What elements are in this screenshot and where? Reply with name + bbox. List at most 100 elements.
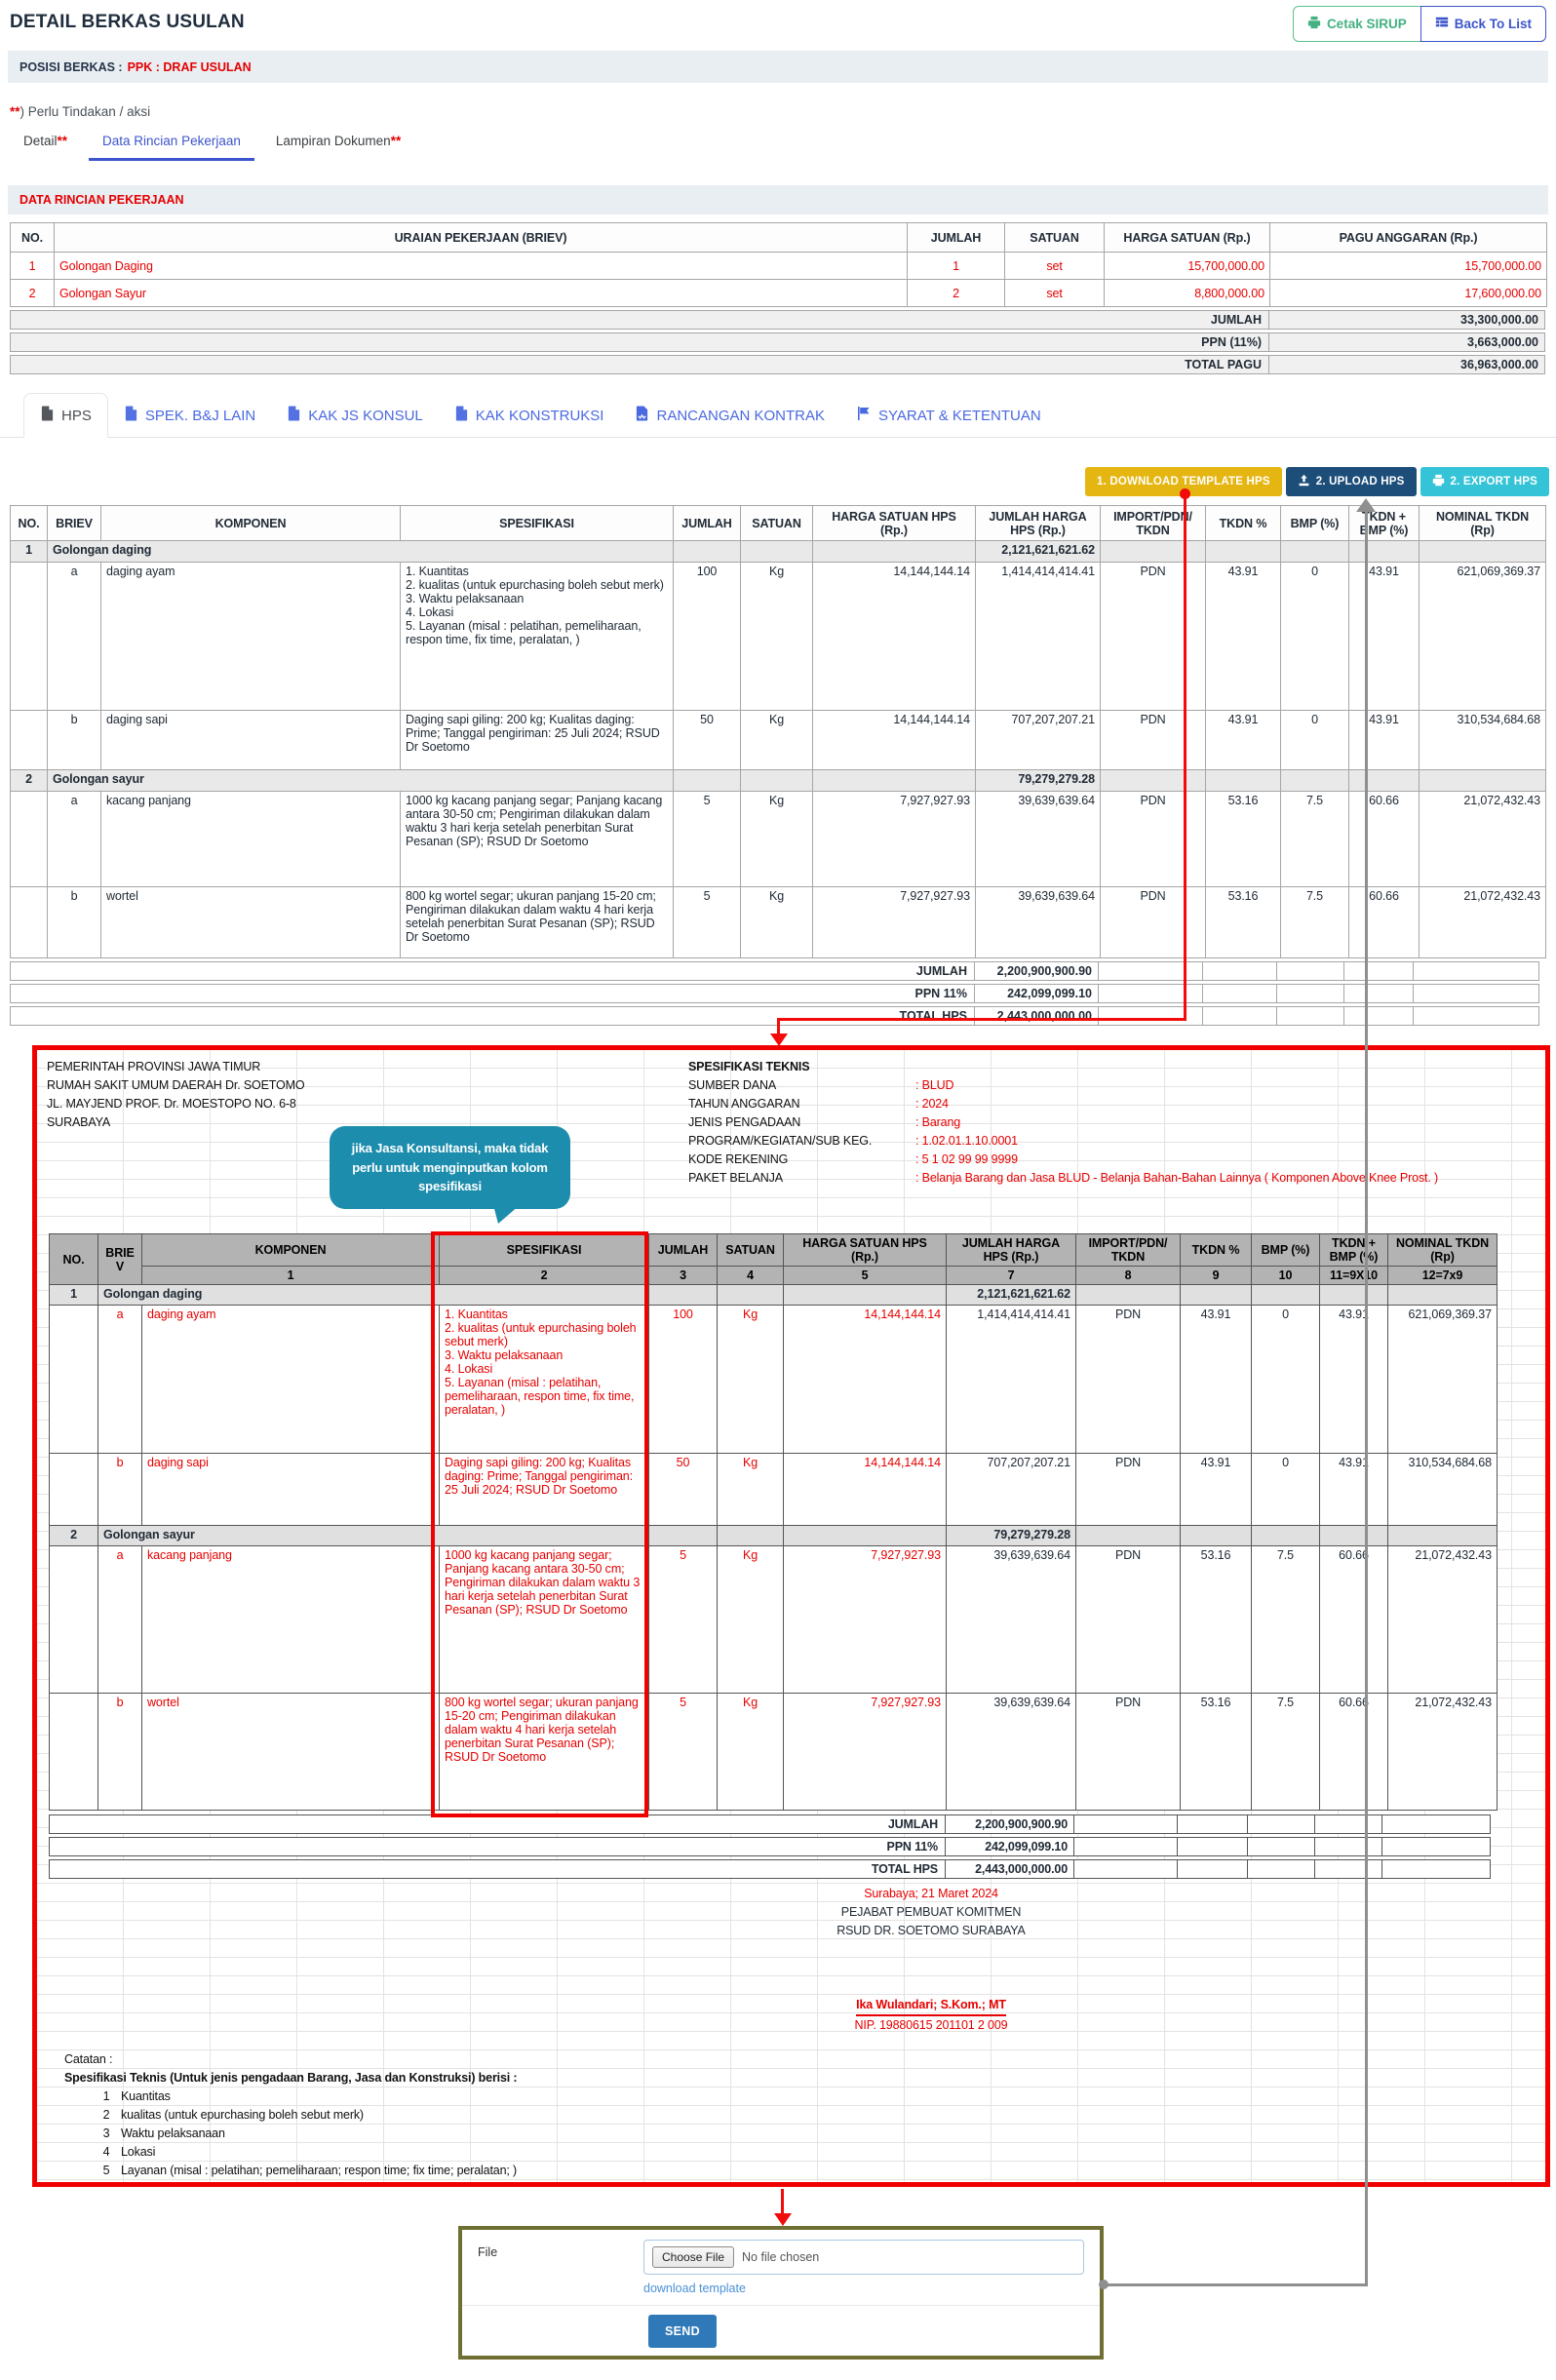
red-arrow-to-upload-form bbox=[774, 2213, 792, 2226]
upload-hps-button[interactable]: 2. UPLOAD HPS bbox=[1285, 467, 1417, 496]
cetak-sirup-button[interactable]: Cetak SIRUP bbox=[1292, 6, 1421, 42]
subtab-kak-js-konsul[interactable]: KAK JS KONSUL bbox=[271, 394, 439, 437]
cell-harga-satuan: 14,144,144.14 bbox=[812, 562, 976, 711]
summary-totals: JUMLAH 33,300,000.00 PPN (11%) 3,663,000… bbox=[10, 310, 1546, 374]
cell-nominal-tkdn: 21,072,432.43 bbox=[1419, 791, 1546, 887]
export-hps-button[interactable]: 2. EXPORT HPS bbox=[1420, 467, 1550, 496]
cell-satuan: Kg bbox=[740, 791, 813, 887]
cell-jumlah: 1 bbox=[907, 252, 1005, 280]
doc-col-number: 1 bbox=[141, 1266, 440, 1285]
hps-header-row: NO. BRIEV KOMPONEN SPESIFIKASI JUMLAH SATUAN H… bbox=[10, 505, 1546, 541]
total-label: JUMLAH bbox=[10, 961, 975, 981]
cell-jumlah-harga: 39,639,639.64 bbox=[946, 1545, 1076, 1694]
doc-letterhead: PEMERINTAH PROVINSI JAWA TIMUR RUMAH SAKI… bbox=[47, 1058, 305, 1132]
cell-tkdn-bmp: 60.66 bbox=[1319, 1693, 1388, 1811]
cell-group-name: Golongan sayur bbox=[97, 1525, 649, 1546]
doc-col-header: BRIEV bbox=[97, 1233, 142, 1285]
download-template-link[interactable]: download template bbox=[643, 2282, 746, 2295]
cell-satuan: Kg bbox=[740, 886, 813, 958]
cell-nominal-tkdn: 21,072,432.43 bbox=[1387, 1693, 1498, 1811]
doc-info-label: PAKET BELANJA bbox=[688, 1171, 783, 1185]
cetak-sirup-label: Cetak SIRUP bbox=[1326, 17, 1407, 31]
cell-komponen: daging ayam bbox=[141, 1305, 440, 1454]
tab-data-rincian-pekerjaan[interactable]: Data Rincian Pekerjaan bbox=[89, 128, 254, 161]
cell-nominal-tkdn: 21,072,432.43 bbox=[1419, 886, 1546, 958]
subtab-hps[interactable]: HPS bbox=[23, 393, 108, 438]
totals-row: PPN (11%) 3,663,000.00 bbox=[10, 332, 1546, 352]
cell-nominal-tkdn: 310,534,684.68 bbox=[1387, 1453, 1498, 1526]
hps-col-header: NOMINAL TKDN (Rp) bbox=[1419, 505, 1546, 541]
cell-bmp: 7.5 bbox=[1251, 1693, 1320, 1811]
back-to-list-button[interactable]: Back To List bbox=[1420, 6, 1546, 42]
hps-col-header: KOMPONEN bbox=[100, 505, 401, 541]
cell-spesifikasi: 1. Kuantitas 2. kualitas (untuk epurchas… bbox=[439, 1305, 649, 1454]
doc-spes-title: SPESIFIKASI TEKNIS bbox=[688, 1060, 810, 1073]
doc-note-item: 3 Waktu pelaksanaan bbox=[102, 2126, 225, 2140]
cell-harga-satuan: 8,800,000.00 bbox=[1104, 279, 1270, 307]
doc-signer-org: RSUD DR. SOETOMO SURABAYA bbox=[836, 1924, 1026, 1937]
summary-col-header: SATUAN bbox=[1004, 222, 1105, 253]
tab-detail[interactable]: Detail** bbox=[23, 134, 68, 148]
cell-group-name: Golongan sayur bbox=[47, 769, 674, 792]
cell-komponen: daging sapi bbox=[141, 1453, 440, 1526]
hps-group-row: 1 Golongan daging 2,121,621,621.62 bbox=[10, 540, 1546, 563]
file-input[interactable]: Choose File No file chosen bbox=[643, 2240, 1084, 2275]
doc-note-item: 4 Lokasi bbox=[102, 2145, 156, 2159]
doc-info-row: PROGRAM/KEGIATAN/SUB KEG. 1.02.01.1.10.0… bbox=[688, 1132, 1438, 1151]
doc-info-label: JENIS PENGADAAN bbox=[688, 1115, 801, 1129]
hps-group-row: 2 Golongan sayur 79,279,279.28 bbox=[10, 769, 1546, 792]
doc-col-header: IMPORT/PDN/ TKDN bbox=[1075, 1233, 1181, 1267]
cell-spesifikasi: 800 kg wortel segar; ukuran panjang 15-2… bbox=[439, 1693, 649, 1811]
cell-jumlah-harga: 707,207,207.21 bbox=[946, 1453, 1076, 1526]
cell-import-pdn: PDN bbox=[1100, 562, 1206, 711]
cell-jumlah: 5 bbox=[648, 1693, 718, 1811]
doc-col-number: 4 bbox=[717, 1266, 784, 1285]
cell-komponen: wortel bbox=[141, 1693, 440, 1811]
doc-notes-title: Spesifikasi Teknis (Untuk jenis pengadaa… bbox=[64, 2071, 518, 2085]
hps-col-header: IMPORT/PDN/ TKDN bbox=[1100, 505, 1206, 541]
subtab-rancangan-kontrak[interactable]: RANCANGAN KONTRAK bbox=[619, 394, 840, 437]
page-header: DETAIL BERKAS USULAN Cetak SIRUP Back To… bbox=[10, 6, 1546, 42]
cell-spesifikasi: 1000 kg kacang panjang segar; Panjang ka… bbox=[400, 791, 674, 887]
subtab-syarat-ketentuan[interactable]: SYARAT & KETENTUAN bbox=[840, 394, 1057, 437]
subtab-spek-b-j-lain[interactable]: SPEK. B&J LAIN bbox=[108, 394, 271, 437]
cell-no: 1 bbox=[10, 252, 55, 280]
hps-group-row: 2 Golongan sayur 79,279,279.28 bbox=[49, 1525, 1498, 1546]
cell-briev: b bbox=[47, 710, 101, 770]
file-field-label: File bbox=[478, 2245, 498, 2259]
cell-pagu: 17,600,000.00 bbox=[1269, 279, 1547, 307]
doc-kop-line: RUMAH SAKIT UMUM DAERAH Dr. SOETOMO bbox=[47, 1078, 305, 1092]
cell-jumlah-harga: 1,414,414,414.41 bbox=[975, 562, 1101, 711]
hps-col-header: HARGA SATUAN HPS (Rp.) bbox=[812, 505, 976, 541]
cell-jumlah-harga: 39,639,639.64 bbox=[975, 791, 1101, 887]
hps-item-row: a daging ayam 1. Kuantitas 2. kualitas (… bbox=[49, 1305, 1498, 1454]
download-template-hps-button[interactable]: 1. DOWNLOAD TEMPLATE HPS bbox=[1085, 467, 1282, 496]
cell-briev: a bbox=[97, 1545, 142, 1694]
note-stars: ** bbox=[10, 104, 20, 119]
cell-komponen: kacang panjang bbox=[141, 1545, 440, 1694]
total-label: TOTAL HPS bbox=[10, 1006, 975, 1026]
hps-item-row: b wortel 800 kg wortel segar; ukuran pan… bbox=[10, 886, 1546, 958]
cell-jumlah-harga: 39,639,639.64 bbox=[946, 1693, 1076, 1811]
cell-jumlah: 2 bbox=[907, 279, 1005, 307]
form-divider bbox=[462, 2305, 1100, 2306]
cell-jumlah: 100 bbox=[673, 562, 741, 711]
doc-signature-block: Surabaya; 21 Maret 2024 PEJABAT PEMBUAT … bbox=[687, 1885, 1175, 2035]
posisi-label: POSISI BERKAS : bbox=[19, 59, 123, 74]
send-button[interactable]: SEND bbox=[648, 2315, 717, 2348]
doc-col-header: TKDN + BMP (%) bbox=[1319, 1233, 1388, 1267]
cell-import-pdn: PDN bbox=[1100, 710, 1206, 770]
cell-jumlah: 5 bbox=[648, 1545, 718, 1694]
doc-info-value: 1.02.01.1.10.0001 bbox=[915, 1132, 1018, 1151]
doc-col-number: 7 bbox=[946, 1266, 1076, 1285]
tab-lampiran-dokumen[interactable]: Lampiran Dokumen** bbox=[275, 134, 402, 148]
summary-row: 2 Golongan Sayur 2 set 8,800,000.00 17,6… bbox=[10, 279, 1547, 307]
doc-col-number: 9 bbox=[1180, 1266, 1252, 1285]
cell-tkdn: 53.16 bbox=[1205, 791, 1281, 887]
subtab-kak-konstruksi[interactable]: KAK KONSTRUKSI bbox=[439, 394, 620, 437]
document-icon bbox=[40, 406, 55, 425]
doc-info-value: Barang bbox=[915, 1113, 961, 1132]
cell-tkdn: 53.16 bbox=[1205, 886, 1281, 958]
choose-file-button[interactable]: Choose File bbox=[652, 2246, 735, 2268]
